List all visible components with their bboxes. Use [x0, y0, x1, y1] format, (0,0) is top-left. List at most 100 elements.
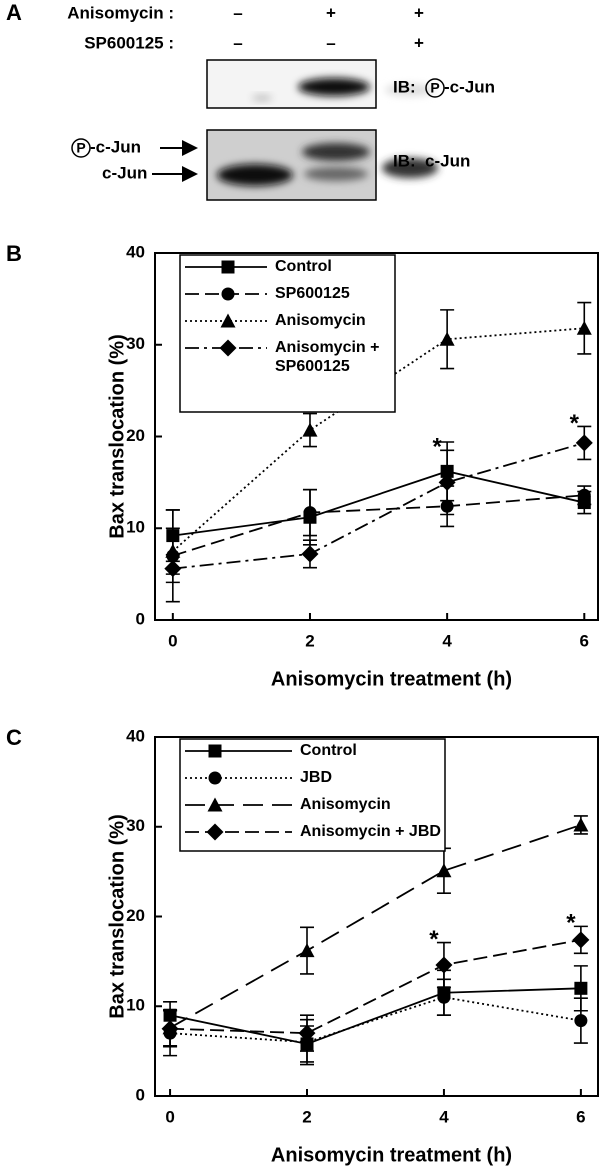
x-tick-label: 2: [302, 1107, 311, 1126]
probe-label: c-Jun: [425, 151, 470, 170]
legend-marker: [208, 744, 222, 758]
point-label: *: [566, 910, 576, 937]
band-label: -c-Jun: [90, 137, 141, 156]
marker: [576, 320, 592, 335]
x-tick-label: 4: [442, 631, 452, 650]
legend-text: JBD: [300, 769, 333, 786]
blot-top: [206, 59, 435, 109]
panel-letter: C: [6, 725, 22, 750]
legend-label: Anisomycin: [275, 312, 366, 329]
treatment-sign: –: [233, 33, 242, 52]
legend-text: Control: [275, 258, 332, 275]
series-line: [169, 987, 581, 1045]
marker: [439, 331, 455, 346]
legend-marker: [207, 797, 223, 812]
marker: [302, 422, 318, 437]
x-tick-label: 6: [580, 631, 589, 650]
series-line: [172, 470, 585, 537]
legend-text: SP600125: [275, 285, 350, 302]
marker: [438, 473, 456, 491]
y-axis-title: Bax translocation (%): [106, 814, 128, 1018]
y-tick-label: 40: [126, 242, 145, 261]
marker: [164, 560, 182, 578]
x-axis-title: Anisomycin treatment (h): [271, 668, 512, 690]
treatment-sign: +: [326, 3, 336, 22]
probe-label: IB:: [393, 77, 416, 96]
legend-label: JBD: [300, 769, 333, 786]
x-tick-label: 0: [168, 631, 177, 650]
legend-label: Anisomycin + SP600125: [275, 339, 380, 375]
phospho-label: P: [76, 140, 85, 156]
legend-text: Anisomycin + JBD: [300, 823, 441, 840]
y-axis-title: Bax translocation (%): [106, 334, 128, 538]
legend-marker: [221, 287, 235, 301]
x-tick-label: 2: [305, 631, 314, 650]
blot-bottom: [206, 129, 438, 201]
legend-text: Anisomycin: [275, 312, 366, 329]
legend-text: Anisomycin + SP600125: [275, 339, 380, 375]
legend-marker: [219, 339, 237, 357]
probe-label: IB:: [393, 151, 416, 170]
marker: [161, 1020, 179, 1038]
marker: [572, 931, 590, 949]
panel-letter: A: [6, 0, 22, 25]
treatment-sign: –: [233, 3, 242, 22]
phospho-circle: [425, 78, 445, 98]
y-tick-label: 10: [126, 996, 145, 1015]
legend-box: [179, 254, 396, 413]
y-tick-label: 30: [126, 334, 145, 353]
probe-label: -c-Jun: [444, 77, 495, 96]
x-axis-title: Anisomycin treatment (h): [271, 1144, 512, 1166]
point-label: *: [570, 410, 580, 437]
panel-letter: B: [6, 241, 22, 266]
legend-label: Anisomycin: [300, 796, 391, 813]
treatment-sign: +: [414, 33, 424, 52]
treatment-label: SP600125 :: [84, 33, 174, 52]
legend-text: Anisomycin: [300, 796, 391, 813]
marker: [437, 990, 451, 1004]
y-tick-label: 30: [126, 816, 145, 835]
y-tick-label: 40: [126, 726, 145, 745]
x-tick-label: 0: [165, 1107, 174, 1126]
legend-marker: [220, 313, 236, 328]
treatment-sign: –: [326, 33, 335, 52]
y-tick-label: 20: [126, 906, 145, 925]
legend-label: Control: [275, 258, 332, 275]
series-line: [172, 442, 585, 570]
legend-label: Control: [300, 742, 357, 759]
marker: [298, 1024, 316, 1042]
series-line: [169, 824, 582, 1029]
marker: [574, 1014, 588, 1028]
marker: [303, 506, 317, 520]
legend-marker: [208, 771, 222, 785]
phospho-label: P: [430, 80, 439, 96]
marker: [436, 863, 452, 878]
x-tick-label: 6: [576, 1107, 585, 1126]
treatment-sign: +: [414, 3, 424, 22]
point-label: *: [429, 926, 439, 953]
band-label: c-Jun: [102, 163, 147, 182]
marker: [573, 817, 589, 832]
y-tick-label: 20: [126, 426, 145, 445]
marker: [575, 434, 593, 452]
series-line: [170, 938, 582, 1035]
marker: [574, 981, 588, 995]
legend-marker: [206, 823, 224, 841]
legend-label: SP600125: [275, 285, 350, 302]
marker: [299, 943, 315, 958]
y-tick-label: 10: [126, 518, 145, 537]
y-tick-label: 0: [136, 609, 145, 628]
legend-label: Anisomycin + JBD: [300, 823, 441, 840]
series-line: [170, 996, 582, 1044]
legend-marker: [221, 260, 235, 274]
x-tick-label: 4: [439, 1107, 449, 1126]
point-label: *: [432, 434, 442, 461]
y-tick-label: 0: [136, 1085, 145, 1104]
series-line: [172, 494, 585, 557]
marker: [435, 956, 453, 974]
marker: [301, 545, 319, 563]
phospho-circle: [71, 138, 91, 158]
treatment-label: Anisomycin :: [67, 3, 174, 22]
